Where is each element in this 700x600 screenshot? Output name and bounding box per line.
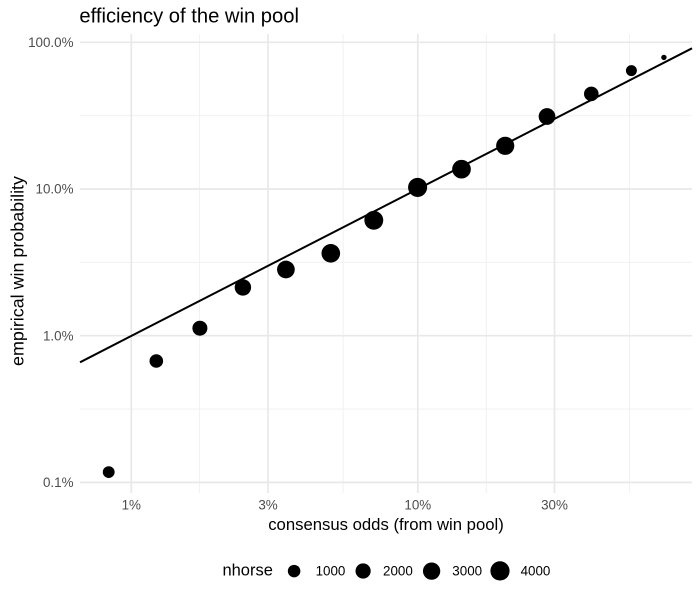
svg-text:efficiency of the win pool: efficiency of the win pool (79, 6, 299, 28)
svg-text:3%: 3% (258, 497, 277, 512)
svg-text:100.0%: 100.0% (28, 35, 74, 50)
svg-text:1000: 1000 (316, 564, 346, 579)
svg-text:10%: 10% (404, 497, 431, 512)
svg-text:3000: 3000 (452, 564, 482, 579)
svg-text:empirical win probability: empirical win probability (8, 176, 28, 366)
svg-text:30%: 30% (541, 497, 568, 512)
svg-text:0.1%: 0.1% (43, 475, 74, 490)
svg-text:10.0%: 10.0% (36, 182, 74, 197)
svg-text:consensus odds (from win pool): consensus odds (from win pool) (268, 515, 504, 534)
svg-text:1.0%: 1.0% (43, 328, 74, 343)
svg-text:1%: 1% (122, 497, 141, 512)
svg-text:2000: 2000 (383, 564, 413, 579)
svg-text:4000: 4000 (521, 564, 551, 579)
svg-text:nhorse: nhorse (222, 561, 272, 579)
